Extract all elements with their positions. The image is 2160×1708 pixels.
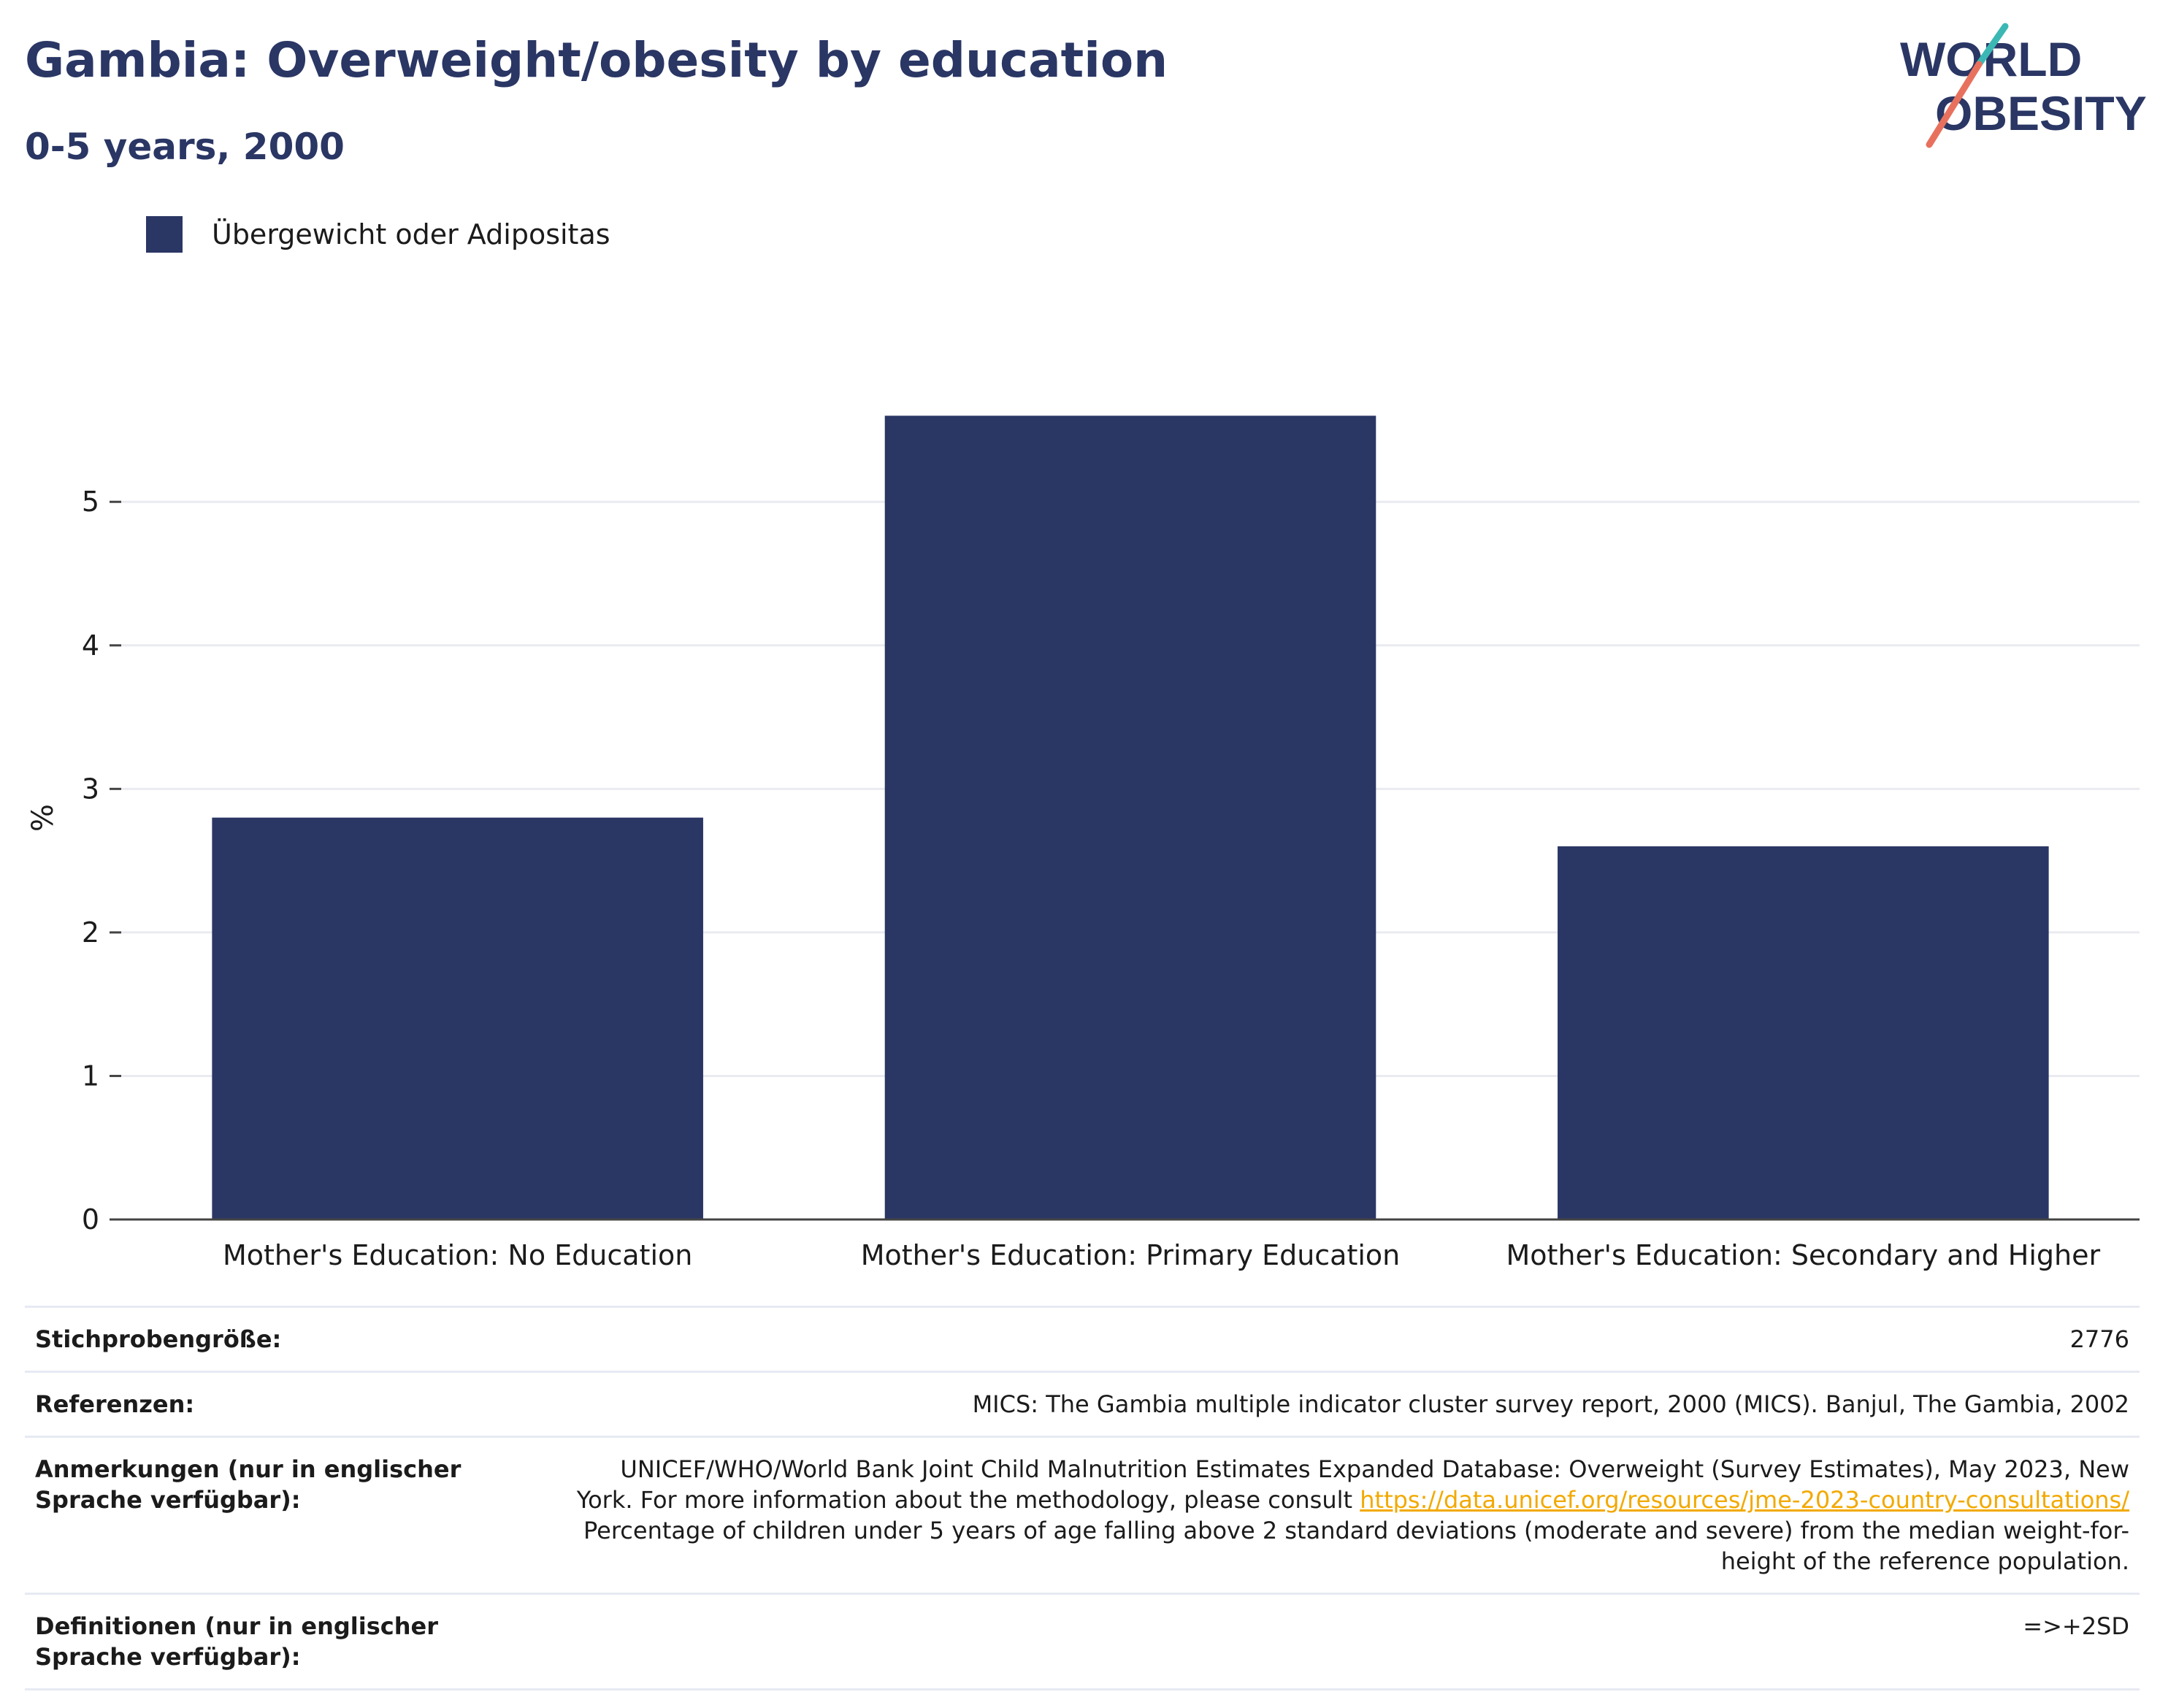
definitions-label: Definitionen (nur in englischer Sprache … [25, 1593, 556, 1690]
x-tick-label: Mother's Education: Secondary and Higher [1506, 1239, 2101, 1271]
x-tick-label: Mother's Education: Primary Education [861, 1239, 1401, 1271]
notes-value: UNICEF/WHO/World Bank Joint Child Malnut… [556, 1436, 2140, 1595]
bar [884, 415, 1376, 1220]
x-tick-label: Mother's Education: No Education [223, 1239, 692, 1271]
info-row-definitions: Definitionen (nur in englischer Sprache … [25, 1593, 2140, 1690]
notes-label: Anmerkungen (nur in englischer Sprache v… [25, 1436, 556, 1595]
logo-slash-coral [1926, 61, 1983, 148]
bar [1558, 846, 2049, 1219]
sample-size-value: 2776 [556, 1306, 2140, 1373]
notes-text: UNICEF/WHO/World Bank Joint Child Malnut… [576, 1455, 2129, 1514]
sample-size-label: Stichprobengröße: [25, 1306, 556, 1373]
definitions-value: =>+2SD [556, 1593, 2140, 1690]
logo-word-obesity: OBESITY [1935, 86, 2147, 140]
chart-subtitle: 0-5 years, 2000 [25, 126, 345, 168]
bar-chart: 0 1 2 3 4 5% Mother's Education: No Education M… [26, 415, 2140, 1271]
legend-swatch [146, 216, 183, 253]
legend-label: Übergewicht oder Adipositas [212, 218, 610, 250]
y-axis-title: % [26, 804, 60, 832]
references-value: MICS: The Gambia multiple indicator clus… [556, 1371, 2140, 1438]
notes-link[interactable]: https://data.unicef.org/resources/jme-20… [1360, 1486, 2129, 1514]
notes-definition-text: Percentage of children under 5 years of … [583, 1517, 2129, 1575]
info-table: Stichprobengröße: 2776 Referenzen: MICS:… [25, 1306, 2140, 1690]
y-tick-label: 0 [82, 1203, 99, 1236]
bar [212, 817, 703, 1219]
info-row-notes: Anmerkungen (nur in englischer Sprache v… [25, 1436, 2140, 1595]
chart-title: Gambia: Overweight/obesity by education [25, 32, 1168, 88]
y-tick-label: 1 [82, 1060, 99, 1092]
info-row-sample-size: Stichprobengröße: 2776 [25, 1306, 2140, 1373]
y-tick-label: 3 [82, 773, 99, 805]
references-label: Referenzen: [25, 1371, 556, 1438]
y-tick-label: 2 [82, 916, 99, 949]
info-row-references: Referenzen: MICS: The Gambia multiple in… [25, 1371, 2140, 1438]
y-tick-label: 4 [82, 629, 99, 662]
chart-legend[interactable]: Übergewicht oder Adipositas [146, 216, 610, 253]
logo-slash-teal [1975, 23, 2009, 68]
world-obesity-logo: WORLD OBESITY [1900, 23, 2147, 148]
y-tick-label: 5 [82, 486, 99, 518]
